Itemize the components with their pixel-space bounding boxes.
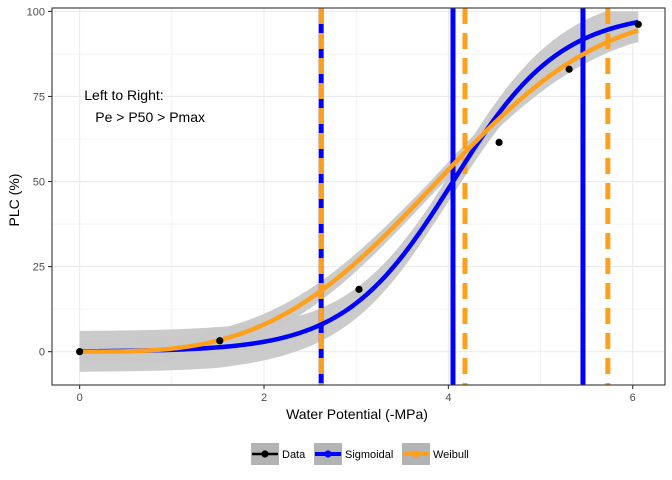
legend-item-data: Data [251,443,306,465]
data-point [216,337,224,345]
legend-key-weibull-point [412,450,420,458]
panel-border [51,7,666,386]
legend-label-weibull: Weibull [433,449,469,461]
annotation-line1: Left to Right: [84,87,163,103]
data-point [565,65,573,73]
legend-key-sigmoidal-point [324,450,332,458]
y-tick-label: 25 [33,262,45,274]
data-point [495,138,503,146]
x-axis-title: Water Potential (-MPa) [286,406,428,422]
legend-label-sigmoidal: Sigmoidal [345,449,393,461]
annotation-line2: Pe > P50 > Pmax [95,109,205,125]
x-tick-label: 4 [445,392,451,404]
data-point [76,348,84,356]
legend-key-data-point [261,450,269,458]
vertical-lines [318,8,611,385]
x-tick-label: 6 [630,392,636,404]
legend-item-sigmoidal: Sigmoidal [314,443,393,465]
y-tick-label: 50 [33,177,45,189]
data-points [76,20,642,356]
data-point [634,20,642,28]
axis-ticks: 0 2 4 6 0 25 50 75 100 [27,6,636,404]
sigmoidal-ci-band [79,11,639,372]
legend-item-weibull: Weibull [402,443,469,465]
y-tick-label: 100 [27,6,45,18]
y-tick-label: 0 [39,347,45,359]
fit-curves [79,19,639,354]
x-tick-label: 0 [77,392,83,404]
legend-label-data: Data [282,449,306,461]
weibull-curve [79,28,639,354]
data-point [355,285,363,293]
legend: Data Sigmoidal Weibull [251,443,469,465]
y-axis-title: PLC (%) [6,174,22,227]
x-tick-label: 2 [261,392,267,404]
y-tick-label: 75 [33,91,45,103]
